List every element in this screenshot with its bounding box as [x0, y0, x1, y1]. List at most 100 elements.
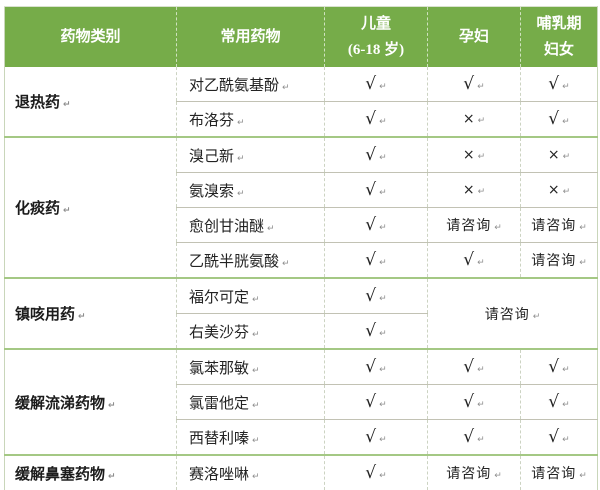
- lactating-mark: √: [548, 357, 560, 377]
- table-row: 氨溴索 ↵ √ ↵ × ↵ × ↵: [5, 172, 598, 208]
- lactating-mark: √: [548, 109, 560, 129]
- paragraph-mark: ↵: [252, 435, 260, 446]
- paragraph-mark: ↵: [477, 400, 485, 410]
- lactating-mark: √: [548, 427, 560, 447]
- header-label: 药物类别: [60, 28, 121, 45]
- paragraph-mark: ↵: [78, 312, 86, 322]
- paragraph-mark: ↵: [63, 100, 71, 110]
- drug-cell: 氨溴索 ↵: [176, 172, 325, 208]
- paragraph-mark: ↵: [379, 223, 387, 233]
- lactating-mark-cell: √ ↵: [520, 384, 598, 420]
- paragraph-mark: ↵: [494, 223, 502, 233]
- paragraph-mark: ↵: [532, 311, 541, 322]
- paragraph-mark: ↵: [579, 223, 587, 233]
- drug-cell: 赛洛唑啉 ↵: [176, 454, 325, 490]
- drug-cell: 布洛芬 ↵: [176, 101, 325, 137]
- paragraph-mark: ↵: [379, 400, 387, 410]
- table-row: 化痰药 ↵ 溴己新 ↵ √ ↵ × ↵ × ↵: [4, 136, 598, 278]
- consult-merged-cell: 请咨询 ↵: [427, 277, 598, 349]
- category-cell: 缓解流涕药物 ↵: [4, 348, 177, 455]
- children-mark-cell: √ ↵: [324, 172, 428, 208]
- children-mark: √: [365, 392, 377, 412]
- drug-cell: 福尔可定 ↵: [176, 277, 325, 314]
- table-row: 退热药 ↵ 对乙酰氨基酚 ↵ √ ↵ √ ↵ √ ↵: [4, 67, 598, 137]
- paragraph-mark: ↵: [379, 82, 387, 92]
- category-label: 镇咳用药: [15, 307, 76, 323]
- children-mark-cell: √ ↵: [324, 67, 428, 102]
- paragraph-mark: ↵: [379, 365, 387, 375]
- children-mark: √: [365, 250, 377, 270]
- lactating-mark: ×: [547, 181, 560, 198]
- lactating-mark: √: [548, 392, 560, 412]
- pregnant-mark-cell: 请咨询 ↵: [427, 207, 521, 243]
- category-cell: 缓解鼻塞药物 ↵: [4, 454, 177, 490]
- drug-name: 右美沙芬: [189, 324, 250, 341]
- pregnant-mark-cell: × ↵: [427, 136, 521, 173]
- paragraph-mark: ↵: [379, 435, 387, 445]
- drug-name: 布洛芬: [189, 112, 235, 129]
- paragraph-mark: ↵: [237, 188, 245, 199]
- paragraph-mark: ↵: [477, 82, 485, 92]
- children-mark-cell: √ ↵: [324, 348, 428, 385]
- consult-text: 请咨询: [484, 307, 530, 323]
- children-mark: √: [365, 109, 377, 129]
- paragraph-mark: ↵: [237, 117, 245, 128]
- category-cell: 退热药 ↵: [4, 67, 177, 137]
- col-header-lactating: 哺乳期 妇女: [520, 6, 598, 67]
- children-mark-cell: √ ↵: [324, 384, 428, 420]
- paragraph-mark: ↵: [562, 151, 571, 162]
- drug-name: 氯苯那敏: [189, 360, 250, 377]
- table-row: 西替利嗪 ↵ √ ↵ √ ↵ √ ↵: [5, 419, 598, 455]
- category-cell: 镇咳用药 ↵: [4, 277, 177, 349]
- pregnant-mark: √: [463, 357, 475, 377]
- paragraph-mark: ↵: [282, 82, 290, 93]
- header-label: 哺乳期: [536, 16, 582, 32]
- paragraph-mark: ↵: [477, 435, 485, 445]
- children-mark-cell: √ ↵: [324, 136, 428, 173]
- lactating-mark: 请咨询: [531, 467, 577, 482]
- lactating-mark-cell: √ ↵: [520, 67, 598, 102]
- medication-safety-table: 药物类别 常用药物 儿童 (6-18 岁) 孕妇 哺乳期 妇女 退热药 ↵ 对乙酰氨基酚 ↵ √ ↵ √…: [4, 6, 598, 490]
- col-header-common-drugs: 常用药物: [176, 6, 325, 67]
- pregnant-mark: √: [463, 250, 475, 270]
- drug-name: 西替利嗪: [189, 430, 250, 447]
- drug-cell: 愈创甘油醚 ↵: [176, 207, 325, 243]
- table-row: 缓解流涕药物 ↵ 氯苯那敏 ↵ √ ↵ √ ↵ √ ↵: [4, 348, 598, 455]
- table-row: 布洛芬 ↵ √ ↵ × ↵ √ ↵: [5, 101, 598, 137]
- table-body: 退热药 ↵ 对乙酰氨基酚 ↵ √ ↵ √ ↵ √ ↵ 布洛芬 ↵ √ ↵ × ↵ √ ↵ 化痰药 ↵ 溴己新 ↵ √ ↵ × ↵ ×…: [4, 67, 598, 490]
- paragraph-mark: ↵: [379, 329, 387, 339]
- lactating-mark-cell: 请咨询 ↵: [520, 454, 598, 490]
- drug-cell: 氯雷他定 ↵: [176, 384, 325, 420]
- children-mark: √: [365, 215, 377, 235]
- table-row: 乙酰半胱氨酸 ↵ √ ↵ √ ↵ 请咨询 ↵: [5, 242, 598, 278]
- drug-name: 溴己新: [189, 148, 235, 165]
- pregnant-mark-cell: 请咨询 ↵: [427, 454, 521, 490]
- drug-name: 氯雷他定: [189, 395, 250, 412]
- pregnant-mark: ×: [462, 146, 475, 163]
- category-cell: 化痰药 ↵: [4, 136, 177, 278]
- paragraph-mark: ↵: [282, 258, 290, 269]
- children-mark-cell: √ ↵: [324, 277, 428, 314]
- paragraph-mark: ↵: [108, 400, 116, 411]
- paragraph-mark: ↵: [562, 82, 570, 92]
- paragraph-mark: ↵: [494, 471, 502, 481]
- paragraph-mark: ↵: [477, 258, 485, 268]
- table-row: 缓解鼻塞药物 ↵ 赛洛唑啉 ↵ √ ↵ 请咨询 ↵ 请咨询 ↵: [4, 454, 598, 490]
- pregnant-mark: 请咨询: [446, 467, 492, 482]
- drug-cell: 西替利嗪 ↵: [176, 419, 325, 455]
- lactating-mark-cell: √ ↵: [520, 419, 598, 455]
- paragraph-mark: ↵: [562, 186, 571, 197]
- paragraph-mark: ↵: [252, 400, 260, 411]
- children-mark-cell: √ ↵: [324, 454, 428, 490]
- paragraph-mark: ↵: [562, 400, 570, 410]
- paragraph-mark: ↵: [562, 435, 570, 445]
- paragraph-mark: ↵: [237, 153, 245, 164]
- table-row: 镇咳用药 ↵ 福尔可定 ↵ √ ↵ 请咨询 ↵: [4, 277, 598, 349]
- paragraph-mark: ↵: [108, 471, 116, 482]
- lactating-mark-cell: × ↵: [520, 172, 598, 208]
- paragraph-mark: ↵: [252, 365, 260, 376]
- paragraph-mark: ↵: [562, 117, 570, 127]
- pregnant-mark-cell: √ ↵: [427, 419, 521, 455]
- paragraph-mark: ↵: [63, 206, 71, 216]
